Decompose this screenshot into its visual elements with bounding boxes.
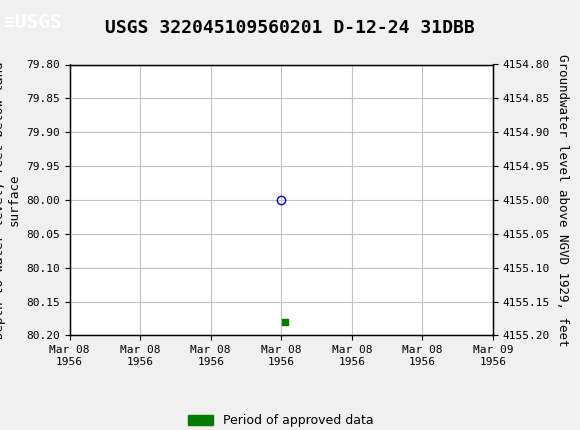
Y-axis label: Depth to water level, feet below land
surface: Depth to water level, feet below land su…	[0, 61, 20, 339]
Legend: Period of approved data: Period of approved data	[183, 409, 379, 430]
Text: USGS 322045109560201 D-12-24 31DBB: USGS 322045109560201 D-12-24 31DBB	[105, 18, 475, 37]
Text: ≡USGS: ≡USGS	[3, 13, 61, 32]
Y-axis label: Groundwater level above NGVD 1929, feet: Groundwater level above NGVD 1929, feet	[556, 54, 568, 346]
